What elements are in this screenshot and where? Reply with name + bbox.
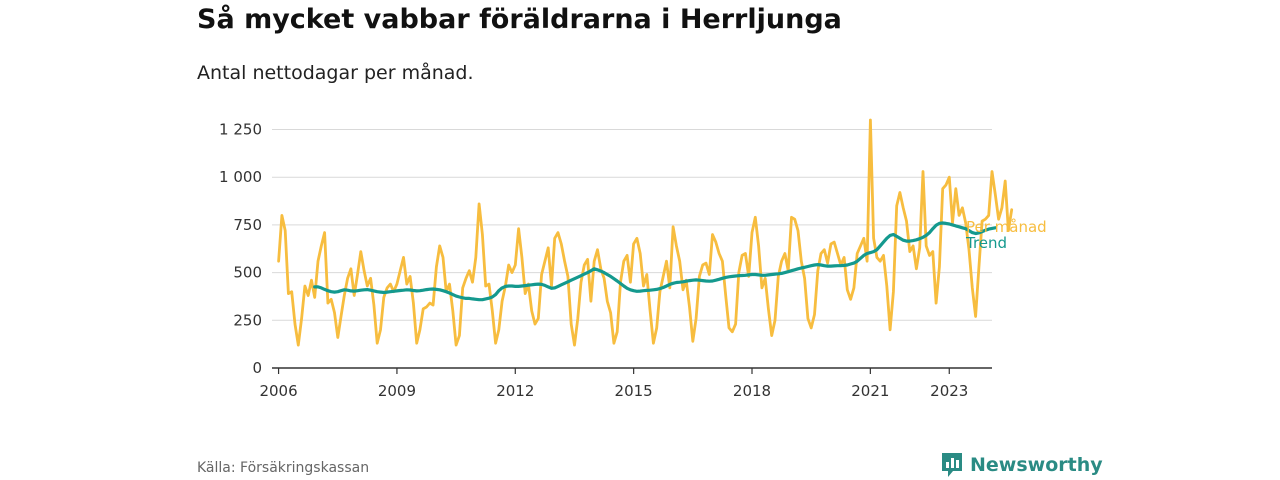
x-tick-label: 2023 xyxy=(930,382,968,400)
x-tick-label: 2006 xyxy=(259,382,297,400)
y-tick-label: 1 000 xyxy=(219,168,262,186)
x-tick-label: 2009 xyxy=(378,382,416,400)
y-tick-label: 750 xyxy=(233,216,262,234)
monthly-series-label: Per månad xyxy=(966,218,1047,236)
newsworthy-logo-icon xyxy=(942,453,962,477)
x-tick-label: 2012 xyxy=(496,382,534,400)
trend-series-label: Trend xyxy=(965,234,1007,252)
y-tick-label: 250 xyxy=(233,311,262,329)
source-note: Källa: Försäkringskassan xyxy=(197,460,370,476)
chart-title: Så mycket vabbar föräldrarna i Herrljung… xyxy=(197,4,842,35)
y-tick-label: 0 xyxy=(252,359,262,377)
chart-subtitle: Antal nettodagar per månad. xyxy=(197,62,474,84)
x-tick-label: 2021 xyxy=(851,382,889,400)
trend-series-line xyxy=(313,221,997,302)
monthly-series-line xyxy=(277,118,1014,347)
y-tick-label: 500 xyxy=(233,264,262,282)
y-tick-label: 1 250 xyxy=(219,121,262,139)
x-tick-label: 2018 xyxy=(733,382,771,400)
x-tick-label: 2015 xyxy=(615,382,653,400)
brand-logo[interactable]: Newsworthy xyxy=(940,451,1103,479)
brand-name: Newsworthy xyxy=(970,454,1103,476)
